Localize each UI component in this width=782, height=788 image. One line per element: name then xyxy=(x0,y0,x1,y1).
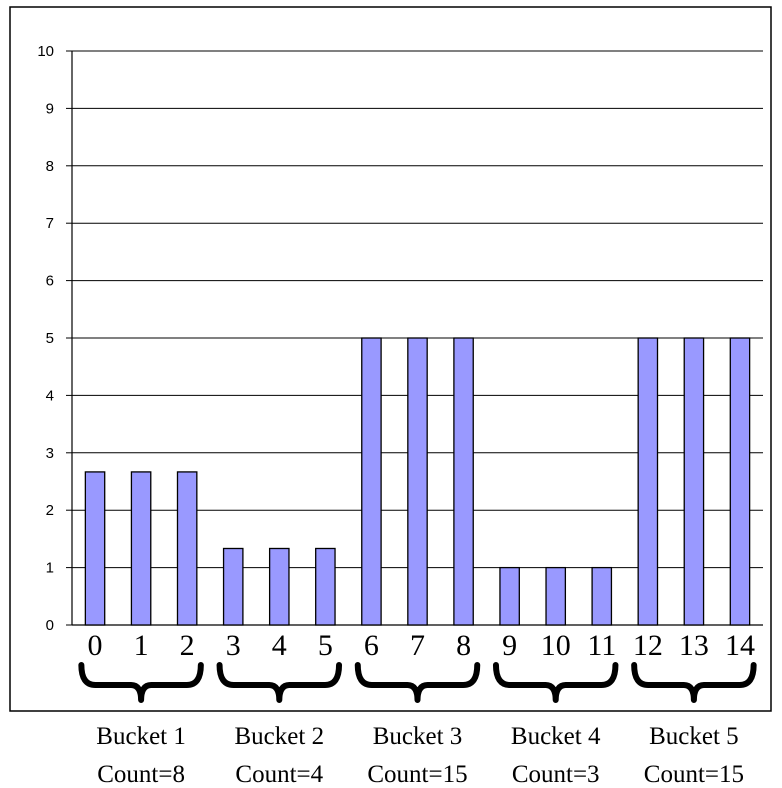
bar xyxy=(407,337,428,626)
bar xyxy=(683,337,705,626)
bucket-count-label: Count=4 xyxy=(235,761,323,788)
bar xyxy=(591,566,613,626)
x-tick-labels: 0 1 2 3 4 5 6 7 8 9 10 11 12 13 14 xyxy=(88,629,755,662)
bucket-brace xyxy=(631,662,757,703)
x-tick-label: 8 xyxy=(456,629,471,662)
y-tick-label: 0 xyxy=(46,617,54,634)
x-tick-label: 12 xyxy=(633,629,663,662)
x-tick-label: 7 xyxy=(410,629,425,662)
x-tick-label: 1 xyxy=(134,629,149,662)
x-tick-label: 0 xyxy=(88,629,103,662)
x-tick-label: 6 xyxy=(364,629,379,662)
y-tick-label: 4 xyxy=(46,387,54,404)
y-tick-label: 8 xyxy=(46,158,54,175)
bar xyxy=(637,337,659,626)
x-tick-label: 9 xyxy=(502,629,517,662)
bar xyxy=(268,547,290,626)
bucket-brace xyxy=(216,662,343,703)
y-tick-label: 9 xyxy=(46,100,54,117)
bar xyxy=(84,471,106,626)
bucket-label: Bucket 3 xyxy=(373,723,463,750)
y-tick-label: 10 xyxy=(37,43,54,60)
bucket-groups: Bucket 1 Count=8 Bucket 2 Count=4 Bucket 3 Co… xyxy=(78,662,757,788)
bar xyxy=(499,566,520,626)
bucket-count-label: Count=15 xyxy=(367,761,467,788)
bucket-label: Bucket 5 xyxy=(649,723,739,750)
x-tick-label: 2 xyxy=(180,629,195,662)
bucket-label: Bucket 1 xyxy=(96,723,186,750)
bucket-brace xyxy=(492,662,619,703)
x-tick-label: 5 xyxy=(318,629,333,662)
x-tick-label: 4 xyxy=(272,629,287,662)
bucket-brace xyxy=(78,662,204,703)
bucket-count-label: Count=3 xyxy=(512,761,600,788)
bar xyxy=(453,337,474,626)
y-tick-label: 7 xyxy=(46,215,54,232)
x-tick-label: 13 xyxy=(679,629,709,662)
bar xyxy=(361,337,382,626)
y-tick-label: 2 xyxy=(46,502,54,519)
bar xyxy=(315,547,336,626)
bar xyxy=(729,337,751,626)
x-tick-label: 14 xyxy=(725,629,755,662)
x-tick-label: 3 xyxy=(226,629,241,662)
bars xyxy=(84,337,751,626)
bucket-label: Bucket 2 xyxy=(235,723,325,750)
y-tick-label: 1 xyxy=(46,560,54,577)
bucket-count-label: Count=8 xyxy=(97,761,185,788)
x-tick-label: 11 xyxy=(587,629,616,662)
bar xyxy=(222,547,244,626)
bucket-brace xyxy=(354,662,481,703)
bar xyxy=(176,471,198,626)
y-tick-label: 6 xyxy=(46,273,54,290)
y-tick-labels: 0 1 2 3 4 5 6 7 8 9 10 xyxy=(37,43,54,634)
y-tick-label: 5 xyxy=(46,330,54,347)
bucket-label: Bucket 4 xyxy=(511,723,601,750)
y-tick-label: 3 xyxy=(46,445,54,462)
x-tick-label: 10 xyxy=(541,629,571,662)
bar xyxy=(545,566,567,626)
bar xyxy=(130,471,152,626)
bucket-count-label: Count=15 xyxy=(644,761,744,788)
